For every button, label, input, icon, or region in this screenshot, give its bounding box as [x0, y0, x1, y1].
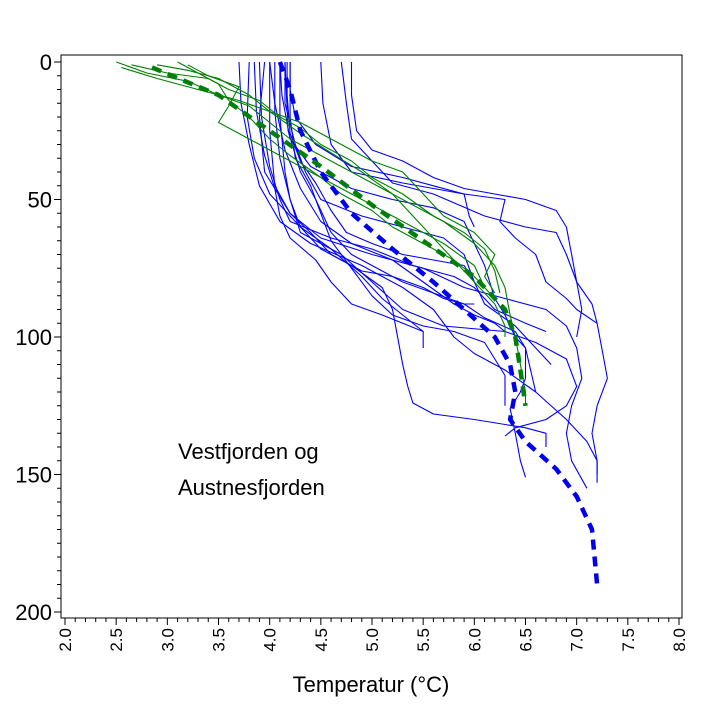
x-tick-label: 2.5: [107, 628, 126, 652]
series-line-blue-17: [286, 62, 475, 283]
annotation-line-2: Austnesfjorden: [178, 475, 325, 500]
series-line-blue-9: [340, 61, 608, 475]
y-tick-label: 100: [15, 325, 52, 350]
x-tick-label: 5.0: [363, 628, 382, 652]
plot-frame: [60, 54, 683, 619]
x-tick-label: 4.5: [312, 628, 331, 652]
series-line-blue-16: [269, 61, 506, 332]
series-line-blue-18: [253, 61, 424, 333]
series-line-green-mean: [151, 65, 528, 407]
series-line-blue-10: [350, 62, 583, 338]
x-tick-label: 8.0: [670, 628, 689, 652]
series-line-blue-13: [279, 62, 547, 447]
series-line-blue-8: [320, 61, 598, 324]
series-layer: [116, 61, 608, 585]
x-tick-label: 2.0: [56, 628, 75, 652]
y-tick-label: 150: [15, 463, 52, 488]
series-line-blue-1: [238, 61, 598, 483]
x-tick-label: 7.0: [568, 628, 587, 652]
series-line-green-3: [131, 64, 501, 294]
y-tick-label: 200: [15, 600, 52, 625]
x-tick-label: 4.0: [261, 628, 280, 652]
series-line-blue-15: [289, 62, 506, 406]
x-axis: 2.0 2.5 3.0 3.5 4.0 4.5 5.0 5.5 6.0 6.5 7.0 7.5 8.0: [56, 618, 689, 652]
series-line-green-5: [187, 64, 486, 288]
x-tick-label: 3.0: [158, 628, 177, 652]
x-tick-label: 6.0: [465, 628, 484, 652]
y-axis: 0 50 100 150 200: [15, 50, 61, 625]
x-axis-label: Temperatur (°C): [293, 672, 450, 697]
y-tick-label: 50: [28, 188, 52, 213]
series-line-blue-mean: [277, 61, 600, 585]
series-line-green-6: [157, 64, 496, 294]
x-tick-label: 6.5: [517, 628, 536, 652]
x-tick-label: 7.5: [619, 628, 638, 652]
x-tick-label: 3.5: [210, 628, 229, 652]
series-line-blue-3: [258, 61, 588, 489]
y-tick-label: 0: [40, 50, 52, 75]
series-line-blue-11: [258, 61, 547, 333]
annotation-line-1: Vestfjorden og: [178, 439, 319, 464]
x-tick-label: 5.5: [414, 628, 433, 652]
series-line-blue-4: [274, 62, 578, 437]
